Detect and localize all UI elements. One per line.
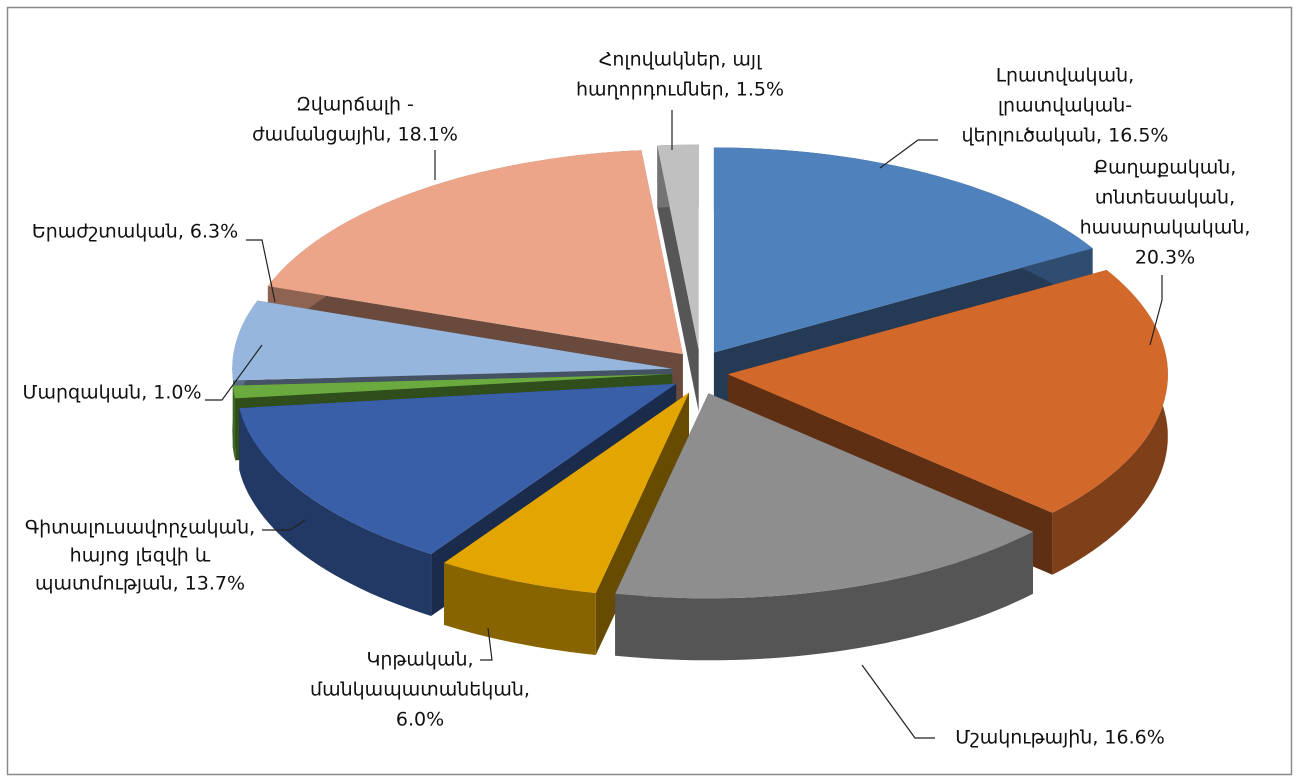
slice (657, 144, 699, 350)
slice (713, 147, 1093, 353)
data-label: Մշակութային, 16.6% (955, 727, 1165, 749)
slice (239, 383, 677, 554)
data-label: տնտեսական, (1095, 187, 1235, 209)
data-label: 20.3% (1135, 247, 1195, 269)
slice-side (444, 562, 596, 655)
data-label: Լրատվական, (996, 65, 1134, 87)
leader-line (1149, 275, 1163, 346)
slice-side (615, 531, 1033, 661)
data-label: Քաղաքական, (1094, 157, 1237, 179)
data-label: 6.0% (396, 709, 444, 731)
slice-wall (657, 145, 699, 412)
data-label: հաղորդումներ, 1.5% (576, 79, 784, 101)
slice (615, 393, 1033, 599)
leader-line (262, 519, 306, 531)
slice (232, 374, 673, 399)
data-label: Մարզական, 1.0% (22, 382, 201, 404)
slice (727, 270, 1168, 513)
slice-side (239, 408, 432, 616)
slice (444, 392, 689, 593)
leader-line (480, 627, 493, 661)
slice (232, 300, 673, 381)
data-label: վերլուծական, 16.5% (962, 125, 1169, 147)
data-label: պատմության, 13.7% (35, 573, 245, 595)
slice (267, 150, 683, 355)
leader-line (246, 239, 276, 303)
data-label: Գիտալուսավորչական, (25, 517, 255, 539)
data-label: Հոլովակներ, այլ (599, 49, 762, 71)
data-label: մանկապատանեկան, (310, 679, 530, 701)
leader-line (205, 344, 263, 401)
leader-line (861, 664, 935, 739)
data-label: ժամանցային, 18.1% (252, 124, 458, 146)
leader-line (879, 139, 938, 169)
data-label: հասարակական, (1080, 217, 1251, 239)
slice-side (232, 385, 236, 461)
data-label: լրատվական- (998, 95, 1132, 117)
data-label: Երաժշտական, 6.3% (32, 221, 238, 243)
data-label: Զվարճալի - (296, 94, 414, 116)
data-label: հայոց լեզվի և (70, 545, 211, 567)
data-label: Կրթական, (366, 649, 473, 671)
